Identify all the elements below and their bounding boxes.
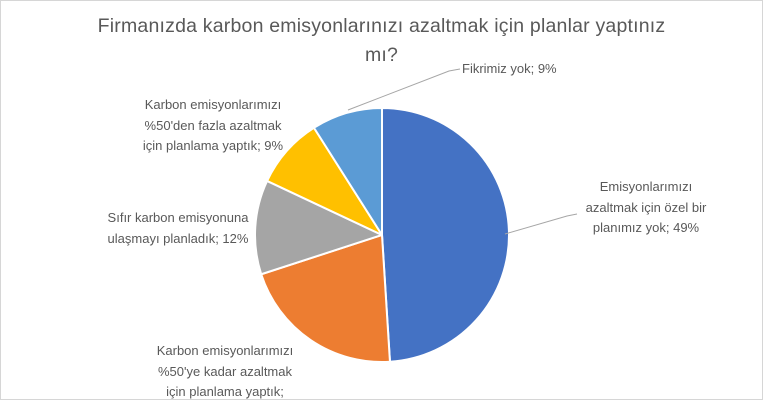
data-label-line: Karbon emisyonlarımızı	[156, 343, 294, 358]
data-label-line: ulaşmayı planladık; 12%	[107, 230, 249, 246]
data-label-planimiz-yok: Emisyonlarımızı azaltmak için özel bir p…	[561, 177, 731, 239]
pie-slices	[254, 107, 510, 363]
data-label-fikrimiz-yok: Fikrimiz yok; 9%	[462, 59, 557, 80]
leader-line-fikrimiz-yok	[347, 68, 461, 111]
pie-slice	[254, 179, 383, 276]
data-label-line: Emisyonlarımızı	[599, 179, 693, 194]
data-label-line: için planlama yaptık; 9%	[142, 138, 284, 153]
data-label-line: %50'den fazla azaltmak	[144, 117, 282, 133]
data-label-50den-fazla: Karbon emisyonlarımızı %50'den fazla aza…	[129, 95, 297, 157]
data-label-sifir-karbon: Sıfır karbon emisyonuna ulaşmayı planlad…	[94, 208, 262, 249]
data-label-line: Sıfır karbon emisyonuna	[107, 210, 249, 225]
leader-line-planimiz-yok	[504, 213, 578, 235]
chart-title-line: Firmanızda karbon emisyonlarınızı azaltm…	[97, 15, 666, 37]
data-label-50ye-kadar: Karbon emisyonlarımızı %50'ye kadar azal…	[139, 341, 311, 399]
chart-title: Firmanızda karbon emisyonlarınızı azaltm…	[51, 12, 712, 70]
data-label-line: %50'ye kadar azaltmak	[158, 363, 292, 379]
pie-slice	[260, 234, 391, 363]
data-label-line: Karbon emisyonlarımızı	[144, 97, 282, 112]
data-label-line: azaltmak için özel bir	[585, 199, 707, 215]
data-label-line: Fikrimiz yok; 9%	[462, 61, 557, 76]
data-label-line: için planlama yaptık;	[166, 384, 284, 399]
chart-title-line: mı?	[364, 44, 399, 66]
pie-slice	[312, 107, 383, 236]
data-label-line: planımız yok; 49%	[592, 220, 700, 235]
pie-slice	[381, 107, 510, 363]
